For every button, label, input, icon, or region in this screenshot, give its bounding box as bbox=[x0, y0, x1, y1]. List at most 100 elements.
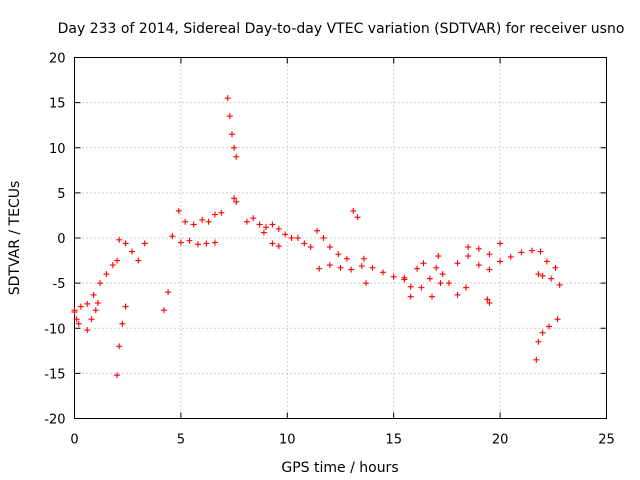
data-point bbox=[114, 372, 121, 379]
data-point bbox=[343, 255, 350, 262]
data-point bbox=[263, 224, 270, 231]
x-tick-label: 25 bbox=[598, 433, 615, 448]
data-point bbox=[269, 221, 276, 228]
data-point bbox=[497, 258, 504, 265]
data-point bbox=[354, 214, 361, 221]
data-point bbox=[84, 300, 91, 307]
data-point bbox=[546, 323, 553, 330]
data-point bbox=[348, 266, 355, 273]
y-tick-label: 10 bbox=[49, 142, 66, 157]
data-point bbox=[128, 248, 135, 255]
x-tick-label: 20 bbox=[492, 433, 509, 448]
data-point bbox=[114, 257, 121, 264]
data-point bbox=[169, 233, 176, 240]
data-point bbox=[518, 249, 525, 256]
data-point bbox=[94, 299, 101, 306]
data-point bbox=[141, 240, 148, 247]
data-point bbox=[301, 240, 308, 247]
y-tick-label: 20 bbox=[49, 52, 66, 67]
data-point bbox=[199, 216, 206, 223]
data-point bbox=[439, 271, 446, 278]
data-point bbox=[429, 293, 436, 300]
data-point bbox=[380, 269, 387, 276]
y-tick-label: -5 bbox=[53, 277, 66, 292]
data-point bbox=[294, 235, 301, 241]
data-point bbox=[475, 262, 482, 269]
data-point bbox=[71, 307, 78, 314]
data-point bbox=[90, 291, 97, 298]
data-point bbox=[233, 198, 240, 205]
data-point bbox=[446, 280, 453, 287]
y-axis-label: SDTVAR / TECUs bbox=[7, 181, 23, 296]
data-point bbox=[326, 262, 333, 269]
data-point bbox=[407, 293, 414, 300]
data-point bbox=[463, 284, 470, 291]
data-point bbox=[275, 243, 282, 250]
data-point bbox=[186, 237, 193, 244]
data-point bbox=[465, 244, 472, 251]
data-point bbox=[109, 262, 116, 269]
data-point bbox=[320, 235, 327, 241]
data-point bbox=[486, 251, 493, 258]
data-point bbox=[554, 316, 561, 323]
x-axis-label: GPS time / hours bbox=[281, 460, 398, 476]
data-point bbox=[194, 241, 201, 248]
data-point bbox=[92, 307, 99, 314]
grid bbox=[74, 57, 607, 419]
data-point bbox=[75, 320, 82, 327]
data-point bbox=[160, 307, 167, 314]
data-point bbox=[116, 236, 123, 243]
data-point bbox=[256, 221, 263, 228]
data-point bbox=[116, 343, 123, 350]
data-point bbox=[233, 153, 240, 160]
data-point bbox=[88, 316, 95, 323]
data-point bbox=[414, 265, 421, 272]
data-point bbox=[552, 264, 559, 271]
data-point bbox=[103, 271, 110, 278]
data-point bbox=[433, 264, 440, 271]
data-point bbox=[407, 283, 414, 290]
data-point bbox=[165, 289, 172, 296]
data-point bbox=[282, 231, 289, 238]
data-point bbox=[77, 303, 84, 310]
y-tick-label: 0 bbox=[57, 232, 65, 247]
data-point bbox=[73, 316, 80, 323]
data-point bbox=[484, 296, 491, 303]
data-point bbox=[269, 240, 276, 247]
data-point bbox=[335, 251, 342, 258]
data-point bbox=[529, 247, 536, 254]
data-point bbox=[556, 281, 563, 288]
data-point bbox=[205, 218, 212, 225]
data-point bbox=[486, 299, 493, 306]
data-point bbox=[224, 95, 231, 102]
data-point bbox=[316, 265, 323, 272]
data-point bbox=[465, 253, 472, 260]
x-tick-label: 15 bbox=[385, 433, 402, 448]
data-point bbox=[543, 258, 550, 265]
data-point bbox=[533, 356, 540, 363]
data-point bbox=[420, 260, 427, 267]
data-point bbox=[435, 253, 442, 260]
data-point bbox=[475, 245, 482, 252]
data-point bbox=[190, 221, 197, 228]
data-point bbox=[437, 280, 444, 287]
x-tick-label: 5 bbox=[177, 433, 185, 448]
data-point bbox=[426, 275, 433, 282]
y-tick-label: -10 bbox=[44, 322, 65, 337]
data-point bbox=[226, 113, 233, 120]
data-point bbox=[122, 303, 129, 310]
data-point bbox=[231, 144, 238, 151]
data-point bbox=[390, 273, 397, 280]
data-point bbox=[218, 209, 225, 216]
data-point bbox=[288, 235, 295, 241]
data-point bbox=[363, 280, 370, 287]
data-point bbox=[350, 207, 357, 214]
data-point bbox=[203, 240, 210, 247]
data-point bbox=[97, 280, 104, 287]
x-tick-label: 0 bbox=[70, 433, 78, 448]
data-point bbox=[211, 211, 218, 218]
plot-frame bbox=[74, 57, 607, 419]
data-point bbox=[135, 257, 142, 264]
data-point bbox=[307, 244, 314, 251]
data-point bbox=[369, 264, 376, 271]
